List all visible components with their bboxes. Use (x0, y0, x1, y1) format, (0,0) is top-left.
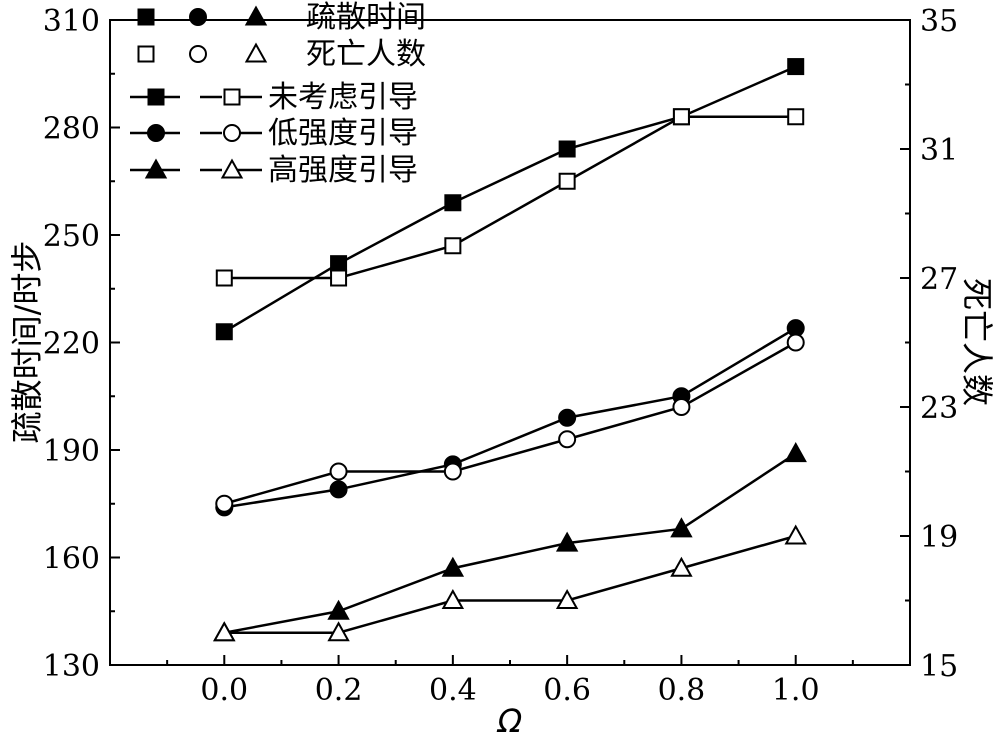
data-point (327, 599, 350, 620)
data-point (441, 556, 465, 577)
legend-marker (147, 88, 165, 106)
data-point (329, 462, 348, 481)
data-point (670, 556, 693, 577)
y-tick-label: 250 (43, 219, 100, 254)
data-point (330, 255, 348, 273)
data-point (558, 140, 576, 158)
data-point (330, 269, 348, 287)
series-layer (213, 58, 807, 642)
series-1 (215, 108, 805, 287)
data-point (444, 237, 462, 255)
y2-tick-label: 35 (920, 4, 958, 39)
data-point (672, 108, 690, 126)
data-point (784, 524, 807, 545)
data-point (670, 517, 693, 538)
data-point (215, 323, 233, 341)
data-point (787, 108, 805, 126)
legend-marker (244, 5, 268, 26)
data-point (558, 430, 577, 449)
tick-labels: 0.0 0.2 0.4 0.6 0.8 1.0 130 160 190 220 250 280 310 1… (43, 4, 958, 708)
y-tick-label: 190 (43, 434, 100, 469)
data-point (784, 442, 807, 463)
legend-marker-row-1-label: 疏散时间 (306, 0, 426, 35)
y2-tick-label: 15 (920, 649, 958, 684)
series-line (224, 534, 797, 634)
data-point (555, 531, 579, 552)
data-point (555, 588, 579, 609)
x-tick-label: 0.0 (200, 673, 248, 708)
x-axis-title: Ω (496, 702, 523, 740)
legend-series-1-label: 未考虑引导 (268, 80, 418, 115)
legend-marker (137, 45, 155, 63)
x-tick-label: 1.0 (772, 673, 820, 708)
tick-marks (110, 19, 910, 666)
legend-marker-row-2-label: 死亡人数 (306, 37, 426, 72)
legend-series-2-label: 低强度引导 (268, 116, 418, 151)
legend-marker (147, 124, 165, 142)
data-point (444, 194, 462, 212)
series-2 (215, 319, 805, 517)
legend-marker (189, 8, 207, 26)
series-4 (213, 442, 807, 642)
data-point (215, 494, 234, 513)
legend-marker (137, 8, 155, 26)
y2-tick-label: 19 (920, 520, 958, 555)
y2-tick-label: 31 (920, 133, 958, 168)
legend-marker (189, 45, 207, 63)
y-tick-label: 220 (43, 327, 100, 362)
data-point (786, 333, 805, 352)
x-tick-label: 0.6 (543, 673, 591, 708)
y2-axis-title: 死亡人数 (958, 278, 996, 406)
x-tick-label: 0.4 (429, 673, 477, 708)
y2-tick-label: 27 (920, 262, 958, 297)
series-line (224, 115, 796, 280)
legend-marker (144, 158, 168, 179)
y-tick-label: 160 (43, 542, 100, 577)
legend: 疏散时间 死亡人数 未考虑引导 低强度引导 高强度引导 (130, 0, 426, 188)
data-point (558, 408, 577, 427)
data-point (443, 462, 462, 481)
data-point (329, 480, 348, 499)
series-line (224, 327, 797, 509)
data-point (558, 172, 576, 190)
x-tick-label: 0.8 (658, 673, 706, 708)
series-0 (215, 58, 805, 341)
data-point (327, 621, 350, 642)
data-point (672, 398, 691, 416)
series-line (223, 65, 797, 333)
data-point (787, 58, 805, 76)
data-point (215, 269, 233, 287)
data-point (441, 588, 465, 609)
data-point (213, 621, 236, 642)
series-5 (213, 524, 807, 642)
legend-series-3-label: 高强度引导 (268, 153, 418, 188)
x-tick-label: 0.2 (315, 673, 363, 708)
y-tick-label: 280 (43, 112, 100, 147)
series-3 (215, 333, 805, 513)
legend-marker (223, 124, 241, 142)
legend-marker (244, 42, 268, 63)
legend-marker (223, 88, 241, 106)
legend-marker (220, 158, 244, 179)
series-line (223, 341, 797, 505)
series-line (224, 452, 797, 634)
y-tick-label: 310 (43, 4, 100, 39)
y-tick-label: 130 (43, 649, 100, 684)
y2-tick-label: 23 (920, 391, 958, 426)
y-axis-title: 疏散时间/时步 (8, 241, 46, 444)
